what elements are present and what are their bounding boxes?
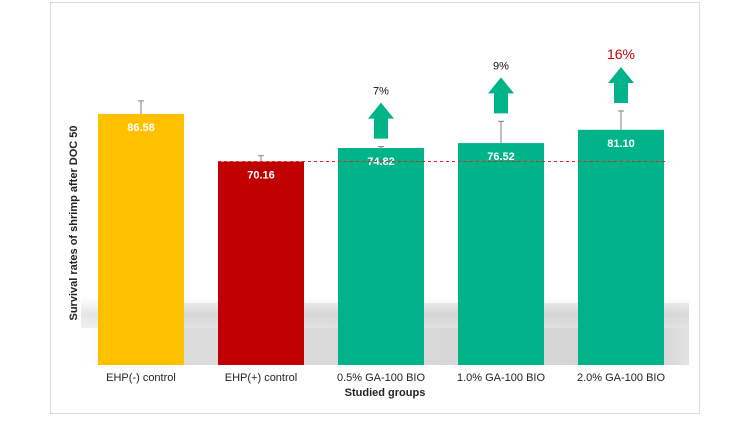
x-axis-title: Studied groups [345,387,426,399]
data-label-ehp-control: 86.58 [127,122,155,134]
up-arrow-icon-0-5-ga-100-bio [368,102,394,139]
bar-ehp-control [218,161,304,365]
x-tick-label-ehp-control: EHP(-) control [106,372,176,384]
data-label-2-0-ga-100-bio: 81.10 [607,138,635,150]
x-tick-label-0-5-ga-100-bio: 0.5% GA-100 BIO [337,372,425,384]
x-tick-label-2-0-ga-100-bio: 2.0% GA-100 BIO [577,372,665,384]
data-label-ehp-control: 70.16 [247,170,275,182]
bar-1-0-ga-100-bio [458,143,544,365]
up-arrow-icon-1-0-ga-100-bio [488,77,514,114]
bar-2-0-ga-100-bio [578,129,664,365]
improvement-label-2-0-ga-100-bio: 16% [607,46,635,62]
x-tick-label-1-0-ga-100-bio: 1.0% GA-100 BIO [457,372,545,384]
chart-frame: 86.58 EHP(-) control 70.16 EHP(+) control 74… [50,2,700,414]
improvement-label-1-0-ga-100-bio: 9% [493,60,509,72]
up-arrow-icon-2-0-ga-100-bio [608,66,634,103]
bar-0-5-ga-100-bio [338,148,424,365]
data-label-1-0-ga-100-bio: 76.52 [487,151,515,163]
x-tick-label-ehp-control: EHP(+) control [225,372,297,384]
bar-ehp-control [98,113,184,365]
y-axis-title: Survival rates of shrimp after DOC 50 [68,125,80,320]
improvement-label-0-5-ga-100-bio: 7% [373,86,389,98]
